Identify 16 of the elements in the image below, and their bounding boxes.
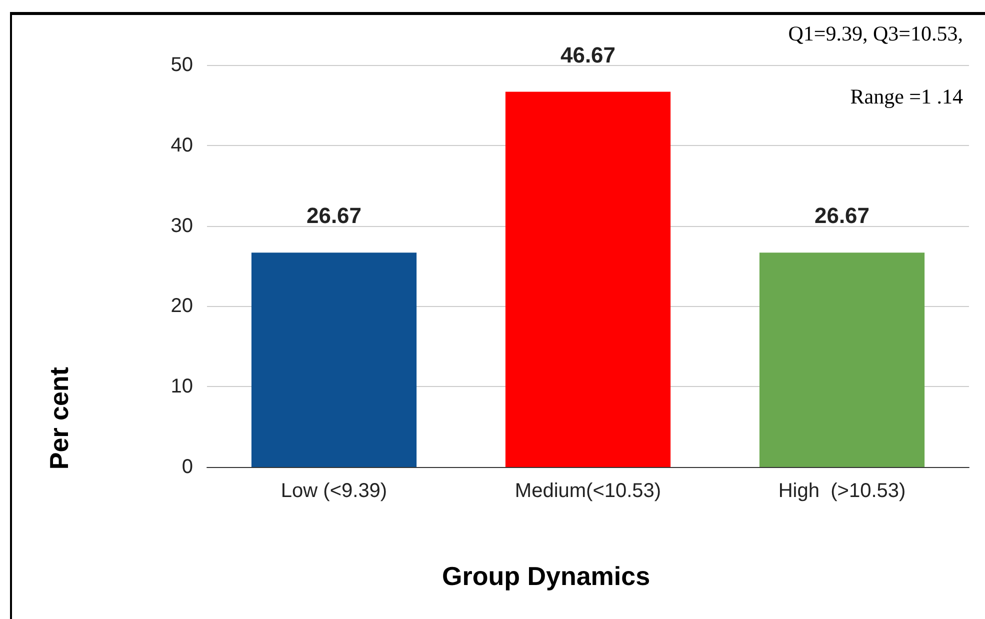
x-tick-label: Medium(<10.53) — [514, 480, 662, 502]
text: Q1=9.39, Q3=10.53, — [788, 22, 964, 46]
y-axis-title: Per cent — [44, 366, 74, 470]
y-tick-label: 0 — [182, 456, 193, 478]
data-label: 26.67 — [814, 203, 870, 228]
x-axis-title: Group Dynamics — [442, 561, 650, 591]
y-tick-label: 50 — [170, 54, 193, 76]
x-tick-label: Low (<9.39) — [280, 480, 388, 502]
y-tick-label: 10 — [170, 376, 193, 398]
x-tick-label: High (>10.53) — [778, 480, 906, 502]
y-tick-label: 40 — [170, 134, 193, 156]
data-label: 46.67 — [560, 42, 616, 68]
y-tick-label: 30 — [170, 214, 193, 237]
annotation: Range =1 .14 — [850, 84, 964, 108]
data-label: 26.67 — [306, 203, 362, 228]
y-tick-label: 20 — [170, 295, 193, 318]
